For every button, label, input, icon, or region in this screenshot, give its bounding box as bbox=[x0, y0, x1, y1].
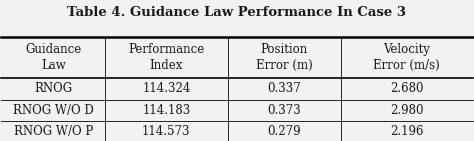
Text: 0.373: 0.373 bbox=[267, 104, 301, 117]
Text: 114.324: 114.324 bbox=[142, 82, 191, 95]
Text: 0.279: 0.279 bbox=[267, 125, 301, 138]
Text: 2.680: 2.680 bbox=[390, 82, 423, 95]
Text: Position
Error (m): Position Error (m) bbox=[256, 43, 312, 72]
Text: Performance
Index: Performance Index bbox=[128, 43, 204, 72]
Text: RNOG W/O P: RNOG W/O P bbox=[14, 125, 93, 138]
Text: 2.980: 2.980 bbox=[390, 104, 423, 117]
Text: 2.196: 2.196 bbox=[390, 125, 423, 138]
Text: 114.573: 114.573 bbox=[142, 125, 191, 138]
Text: Guidance
Law: Guidance Law bbox=[25, 43, 82, 72]
Text: RNOG: RNOG bbox=[34, 82, 73, 95]
Text: 114.183: 114.183 bbox=[142, 104, 191, 117]
Text: 0.337: 0.337 bbox=[267, 82, 301, 95]
Text: Velocity
Error (m/s): Velocity Error (m/s) bbox=[373, 43, 440, 72]
Text: RNOG W/O D: RNOG W/O D bbox=[13, 104, 93, 117]
Text: Table 4. Guidance Law Performance In Case 3: Table 4. Guidance Law Performance In Cas… bbox=[67, 5, 407, 18]
